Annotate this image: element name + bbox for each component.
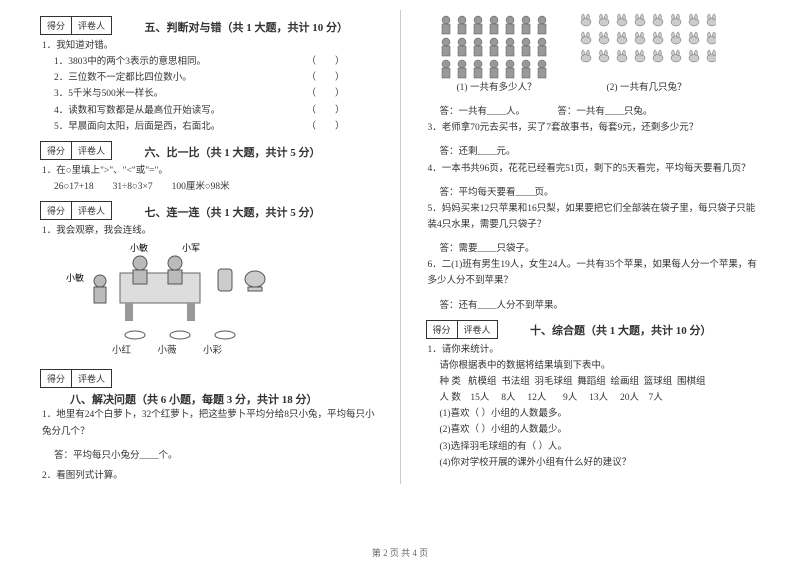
sec8-a4: 答：平均每天要看____页。 [440,185,761,201]
sec8-q6: 6．二(1)班有男生19人，女生24人。一共有35个苹果，如果每人分一个苹果，有… [428,257,761,289]
sec8-q2: 2．看图列式计算。 [42,468,375,484]
grader-label: 评卷人 [72,17,111,34]
people-grid-svg [436,10,556,80]
score-box: 得分 评卷人 [40,201,112,220]
sec8-q4: 4．一本书共96页，花花已经看完51页，剩下的5天看完，平均每天要看几页？ [428,161,761,177]
score-box: 得分 评卷人 [40,369,112,388]
sec10-i4: (4)你对学校开展的课外小组有什么好的建议？ [440,455,761,471]
rabbit-grid-svg [576,10,716,80]
score-label: 得分 [41,202,72,219]
sec8-a6: 答：还有____人分不到苹果。 [440,298,761,314]
section-10-head: 得分 评卷人 十、综合题（共 1 大题，共计 10 分） [426,320,761,342]
grader-label: 评卷人 [458,321,497,338]
sec5-item5: 5．早晨面向太阳，后面是西，右面北。（ ） [54,119,375,135]
page-footer: 第 2 页 共 4 页 [0,546,800,559]
section-6-title: 六、比一比（共 1 大题，共计 5 分） [145,144,321,160]
sec10-lead: 1．请你来统计。 [428,342,761,358]
sec10-rowd: 人 数 15人 8人 12人 9人 13人 20人 7人 [440,390,761,406]
sec8-a1: 答：平均每只小兔分____个。 [54,448,375,464]
lbl-lr1: 小红 [112,346,131,356]
sec8-a3: 答：还剩____元。 [440,144,761,160]
section-10-title: 十、综合题（共 1 大题，共计 10 分） [530,322,712,338]
section-5-title: 五、判断对与错（共 1 大题，共计 10 分） [145,19,349,35]
score-box: 得分 评卷人 [40,141,112,160]
sec5-i4-text: 4．读数和写数都是从最高位开始读写。 [54,106,220,116]
sec5-item4: 4．读数和写数都是从最高位开始读写。（ ） [54,103,375,119]
score-label: 得分 [41,17,72,34]
label-tl: 小敏 [130,243,148,253]
sec5-item1: 1．3803中的两个3表示的意思相同。（ ） [54,54,375,70]
page-container: 得分 评卷人 五、判断对与错（共 1 大题，共计 10 分） 1．我知道对错。 … [0,0,800,484]
grader-label: 评卷人 [72,370,111,387]
sec7-lead: 1．我会观察，我会连线。 [42,223,375,239]
sec8-q5: 5．妈妈买来12只苹果和16只梨，如果要把它们全部装在袋子里，每只袋子只能装4只… [428,201,761,233]
lbl-lr3: 小彩 [203,346,222,356]
sec8-figure-row: (1) 一共有多少人？ [436,10,761,96]
sec10-rowh: 种 类 航模组 书法组 羽毛球组 舞蹈组 绘画组 篮球组 围棋组 [440,374,761,390]
sec5-i3-text: 3．5千米与500米一样长。 [54,89,163,99]
section-7-head: 得分 评卷人 七、连一连（共 1 大题，共计 5 分） [40,201,375,223]
sec6-lead: 1．在○里填上">"、"<"或"="。 [42,163,375,179]
left-column: 得分 评卷人 五、判断对与错（共 1 大题，共计 10 分） 1．我知道对错。 … [40,10,375,484]
right-column: (1) 一共有多少人？ [426,10,761,484]
score-label: 得分 [41,370,72,387]
connect-figure-svg: 小敏 小军 小敏 [60,243,300,343]
sec8-a2row: 答：一共有____人。 答：一共有____只兔。 [440,104,761,120]
sec7-figure: 小敏 小军 小敏 小红 小薇 小彩 [60,243,300,359]
section-6-head: 得分 评卷人 六、比一比（共 1 大题，共计 5 分） [40,141,375,163]
section-8-title: 八、解决问题（共 6 小题，每题 3 分，共计 18 分） [70,391,318,407]
grader-label: 评卷人 [72,142,111,159]
section-8-head: 得分 评卷人 八、解决问题（共 6 小题，每题 3 分，共计 18 分） [40,369,375,407]
fig-rabbits: (2) 一共有几只兔？ [576,10,716,96]
sec8-a5: 答：需要____只袋子。 [440,241,761,257]
sec10-l2: 请你根据表中的数据将结果填到下表中。 [440,358,761,374]
sec8-a2b: 答：一共有____只兔。 [557,107,652,117]
sec5-item2: 2．三位数不一定都比四位数小。（ ） [54,70,375,86]
score-box: 得分 评卷人 [40,16,112,35]
sec5-i2-text: 2．三位数不一定都比四位数小。 [54,73,192,83]
column-divider [400,10,401,484]
section-5-head: 得分 评卷人 五、判断对与错（共 1 大题，共计 10 分） [40,16,375,38]
score-label: 得分 [427,321,458,338]
label-tr: 小军 [182,243,200,253]
sec5-i1-text: 1．3803中的两个3表示的意思相同。 [54,57,206,67]
sec5-item3: 3．5千米与500米一样长。（ ） [54,86,375,102]
sec8-sub2: (2) 一共有几只兔？ [578,80,716,96]
sec6-row: 26○17+18 31÷8○3×7 100厘米○98米 [54,179,375,195]
sec8-a2a: 答：一共有____人。 [440,107,526,117]
lbl-lr2: 小薇 [158,346,177,356]
score-label: 得分 [41,142,72,159]
fig-people: (1) 一共有多少人？ [436,10,556,96]
section-7-title: 七、连一连（共 1 大题，共计 5 分） [145,204,321,220]
sec5-i5-text: 5．早晨面向太阳，后面是西，右面北。 [54,122,220,132]
sec10-i3: (3)选择羽毛球组的有（ ）人。 [440,439,761,455]
sec8-q1: 1．地里有24个白萝卜，32个红萝卜，把这些萝卜平均分给8只小兔，平均每只小兔分… [42,407,375,439]
sec10-i2: (2)喜欢（ ）小组的人数最少。 [440,422,761,438]
sec5-lead: 1．我知道对错。 [42,38,375,54]
sec10-i1: (1)喜欢（ ）小组的人数最多。 [440,406,761,422]
score-box: 得分 评卷人 [426,320,498,339]
sec8-q3: 3．老师拿70元去买书，买了7套故事书，每套9元，还剩多少元？ [428,120,761,136]
svg-text:小敏: 小敏 [66,272,84,283]
sec8-sub1: (1) 一共有多少人？ [438,80,556,96]
grader-label: 评卷人 [72,202,111,219]
